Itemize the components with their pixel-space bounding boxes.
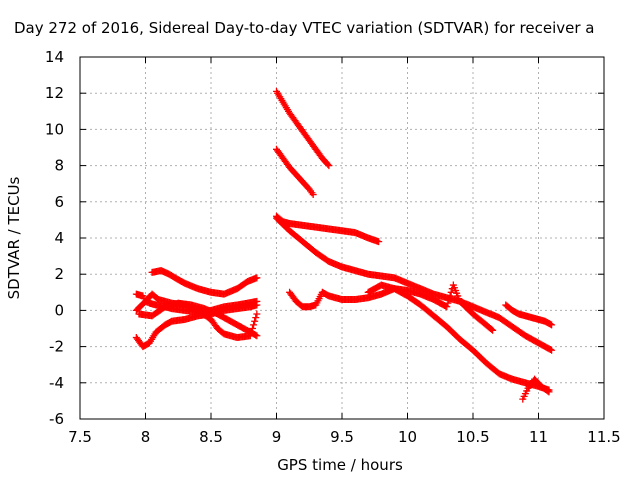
data-point — [250, 321, 258, 329]
data-point — [325, 162, 333, 170]
data-point — [253, 310, 261, 318]
y-tick-label: 6 — [54, 193, 64, 211]
series-track-9 — [273, 214, 556, 354]
data-point — [251, 317, 259, 325]
y-tick-label: 4 — [54, 229, 64, 247]
data-point — [253, 332, 261, 340]
x-tick-label: 9 — [272, 428, 282, 446]
y-tick-label: -6 — [49, 410, 64, 428]
data-point — [489, 326, 497, 334]
y-axis-label: SDTVAR / TECUs — [5, 176, 23, 299]
data-point — [252, 314, 260, 322]
data-point — [447, 288, 455, 296]
y-tick-label: 12 — [45, 84, 64, 102]
series-track-6 — [273, 87, 333, 170]
data-point — [548, 321, 556, 329]
x-tick-label: 11 — [529, 428, 548, 446]
tick-labels: 7.5 8 8.5 9 9.5 10 10.5 11 11.5 -6 -4 -2 0 2 4 6 8 10 12 14 — [45, 48, 621, 446]
x-tick-label: 8 — [141, 428, 151, 446]
series-track-5 — [135, 299, 261, 340]
data-point — [309, 191, 317, 199]
x-tick-label: 10 — [398, 428, 417, 446]
data-point — [324, 160, 332, 168]
data-point — [446, 292, 454, 300]
y-tick-label: -4 — [49, 374, 64, 392]
series-track-7 — [273, 145, 317, 199]
y-tick-label: 0 — [54, 301, 64, 319]
data-point — [546, 346, 554, 354]
data-point — [444, 299, 452, 307]
data-point — [253, 301, 261, 309]
y-tick-label: 8 — [54, 157, 64, 175]
axis-ticks — [79, 56, 605, 420]
series-track-13 — [519, 375, 553, 403]
grid — [80, 57, 604, 419]
data-point — [488, 325, 496, 333]
data-point — [548, 346, 556, 354]
y-tick-label: 14 — [45, 48, 64, 66]
x-tick-label: 9.5 — [330, 428, 354, 446]
data-point — [545, 388, 553, 396]
x-tick-label: 7.5 — [68, 428, 92, 446]
data-point — [445, 296, 453, 304]
series-track-12 — [502, 301, 556, 329]
series-track-8 — [273, 212, 383, 246]
data-point — [544, 387, 552, 395]
data-point — [252, 331, 260, 339]
data-point — [443, 303, 451, 311]
y-tick-label: -2 — [49, 338, 64, 356]
data-markers — [132, 87, 556, 403]
series-track-3 — [148, 267, 261, 298]
x-tick-label: 10.5 — [456, 428, 489, 446]
chart-title: Day 272 of 2016, Sidereal Day-to-day VTE… — [14, 19, 595, 37]
data-point — [375, 238, 383, 246]
x-tick-label: 8.5 — [199, 428, 223, 446]
y-tick-label: 2 — [54, 265, 64, 283]
x-axis-label: GPS time / hours — [277, 456, 403, 474]
data-point — [253, 274, 261, 282]
x-tick-label: 11.5 — [587, 428, 620, 446]
y-tick-label: 10 — [45, 120, 64, 138]
